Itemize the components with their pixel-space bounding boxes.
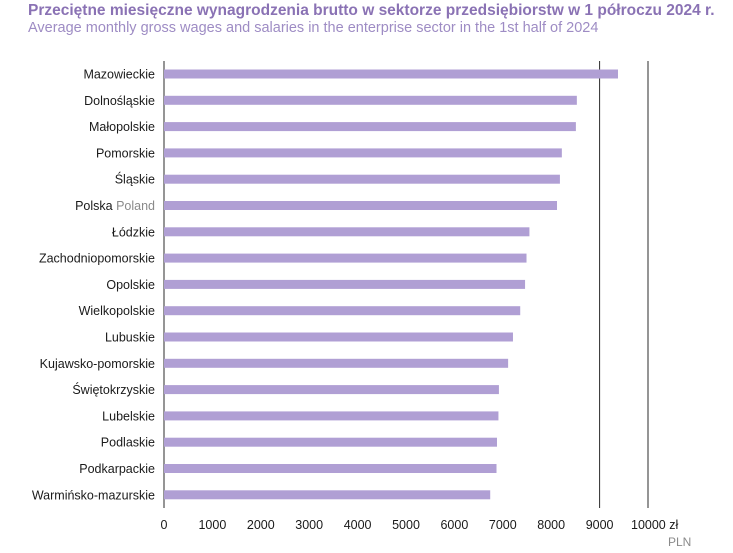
unit-label-en: PLN [668, 535, 691, 549]
bar-11 [164, 332, 513, 342]
bar-16 [164, 464, 497, 473]
x-tick-4000: 4000 [344, 518, 372, 532]
x-axis-ticks: 0 1000 2000 3000 4000 5000 6000 7000 8000 9000 100… [161, 518, 692, 549]
x-tick-5000: 5000 [392, 518, 420, 532]
category-label-1: Mazowieckie [83, 68, 155, 82]
category-labels: Mazowieckie Dolnośląskie Małopolskie Pomors… [32, 68, 155, 503]
chart-subtitle: Average monthly gross wages and salaries… [28, 20, 599, 36]
chart-title: Przeciętne miesięczne wynagrodzenia brut… [28, 2, 715, 19]
bar-3 [164, 122, 576, 132]
category-label-16: Podkarpackie [79, 462, 155, 476]
category-label-8: Zachodniopomorskie [39, 252, 155, 266]
bar-14 [164, 411, 499, 421]
bar-9 [164, 279, 526, 289]
category-label-3: Małopolskie [89, 120, 155, 134]
x-tick-6000: 6000 [440, 518, 468, 532]
category-label-12: Kujawsko-pomorskie [40, 357, 155, 371]
bar-4 [164, 148, 562, 158]
bar-7 [164, 227, 530, 237]
bar-8 [164, 253, 527, 263]
category-label-14: Lubelskie [102, 409, 155, 423]
bar-17 [164, 490, 491, 500]
x-tick-1000: 1000 [198, 518, 226, 532]
bar-13 [164, 385, 499, 395]
x-tick-3000: 3000 [295, 518, 323, 532]
category-label-9: Opolskie [106, 278, 155, 292]
category-label-5: Śląskie [115, 172, 155, 187]
x-tick-9000: 9000 [586, 518, 614, 532]
bar-5 [164, 174, 560, 184]
x-tick-7000: 7000 [489, 518, 517, 532]
category-label-11: Lubuskie [105, 331, 155, 345]
x-tick-8000: 8000 [537, 518, 565, 532]
category-label-15: Podlaskie [101, 436, 155, 450]
category-label-6: Polska Poland [75, 199, 155, 213]
bar-10 [164, 306, 521, 316]
category-label-10: Wielkopolskie [79, 304, 155, 318]
category-label-17: Warmińsko-mazurskie [32, 488, 155, 502]
x-tick-2000: 2000 [247, 518, 275, 532]
bar-12 [164, 358, 509, 368]
category-label-2: Dolnośląskie [84, 94, 155, 108]
category-label-4: Pomorskie [96, 146, 155, 160]
x-tick-0: 0 [161, 518, 168, 532]
bar-15 [164, 437, 497, 447]
bar-2 [164, 95, 577, 105]
x-tick-10000: 10000 zł [631, 518, 678, 532]
category-label-7: Łódzkie [112, 225, 155, 239]
bar-1 [164, 69, 618, 79]
bar-layer [164, 69, 618, 500]
bar-6 [164, 201, 558, 210]
category-label-13: Świętokrzyskie [72, 382, 155, 397]
